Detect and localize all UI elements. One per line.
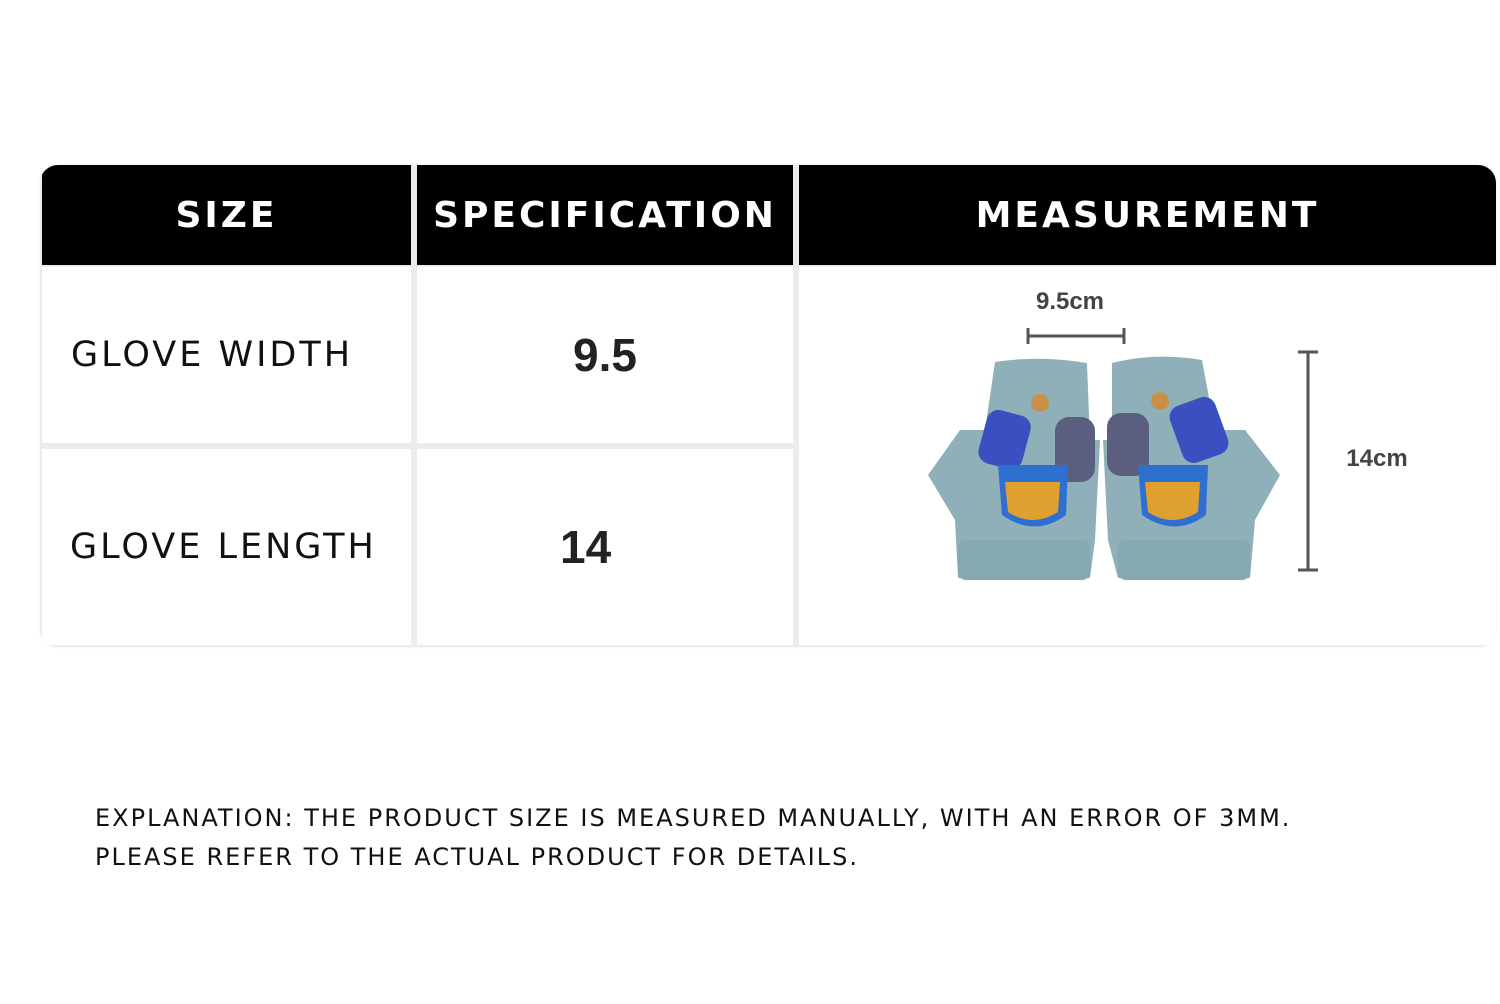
header-size: SIZE <box>42 165 411 265</box>
explanation-line-1: EXPLANATION: THE PRODUCT SIZE IS MEASURE… <box>95 804 1292 832</box>
value-glove-width: 9.5 <box>417 267 793 443</box>
explanation-line-2: PLEASE REFER TO THE ACTUAL PRODUCT FOR D… <box>95 843 859 871</box>
value-glove-length: 14 <box>417 449 793 645</box>
header-measurement: MEASUREMENT <box>799 165 1496 265</box>
row-label-glove-length: GLOVE LENGTH <box>42 449 411 645</box>
left-glove-image <box>928 358 1100 580</box>
header-specification: SPECIFICATION <box>417 165 793 265</box>
right-glove-image <box>1103 356 1280 580</box>
size-chart-table: SIZE SPECIFICATION MEASUREMENT GLOVE WID… <box>40 165 1496 647</box>
length-dimension-line <box>1298 350 1318 572</box>
glove-measurement-illustration: 9.5cm 14cm <box>928 288 1408 580</box>
width-dimension-line <box>1026 328 1126 344</box>
length-label: 14cm <box>1346 445 1407 472</box>
measurement-cell: 9.5cm 14cm <box>799 267 1496 645</box>
width-label: 9.5cm <box>1036 288 1104 315</box>
row-label-glove-width: GLOVE WIDTH <box>42 267 411 443</box>
